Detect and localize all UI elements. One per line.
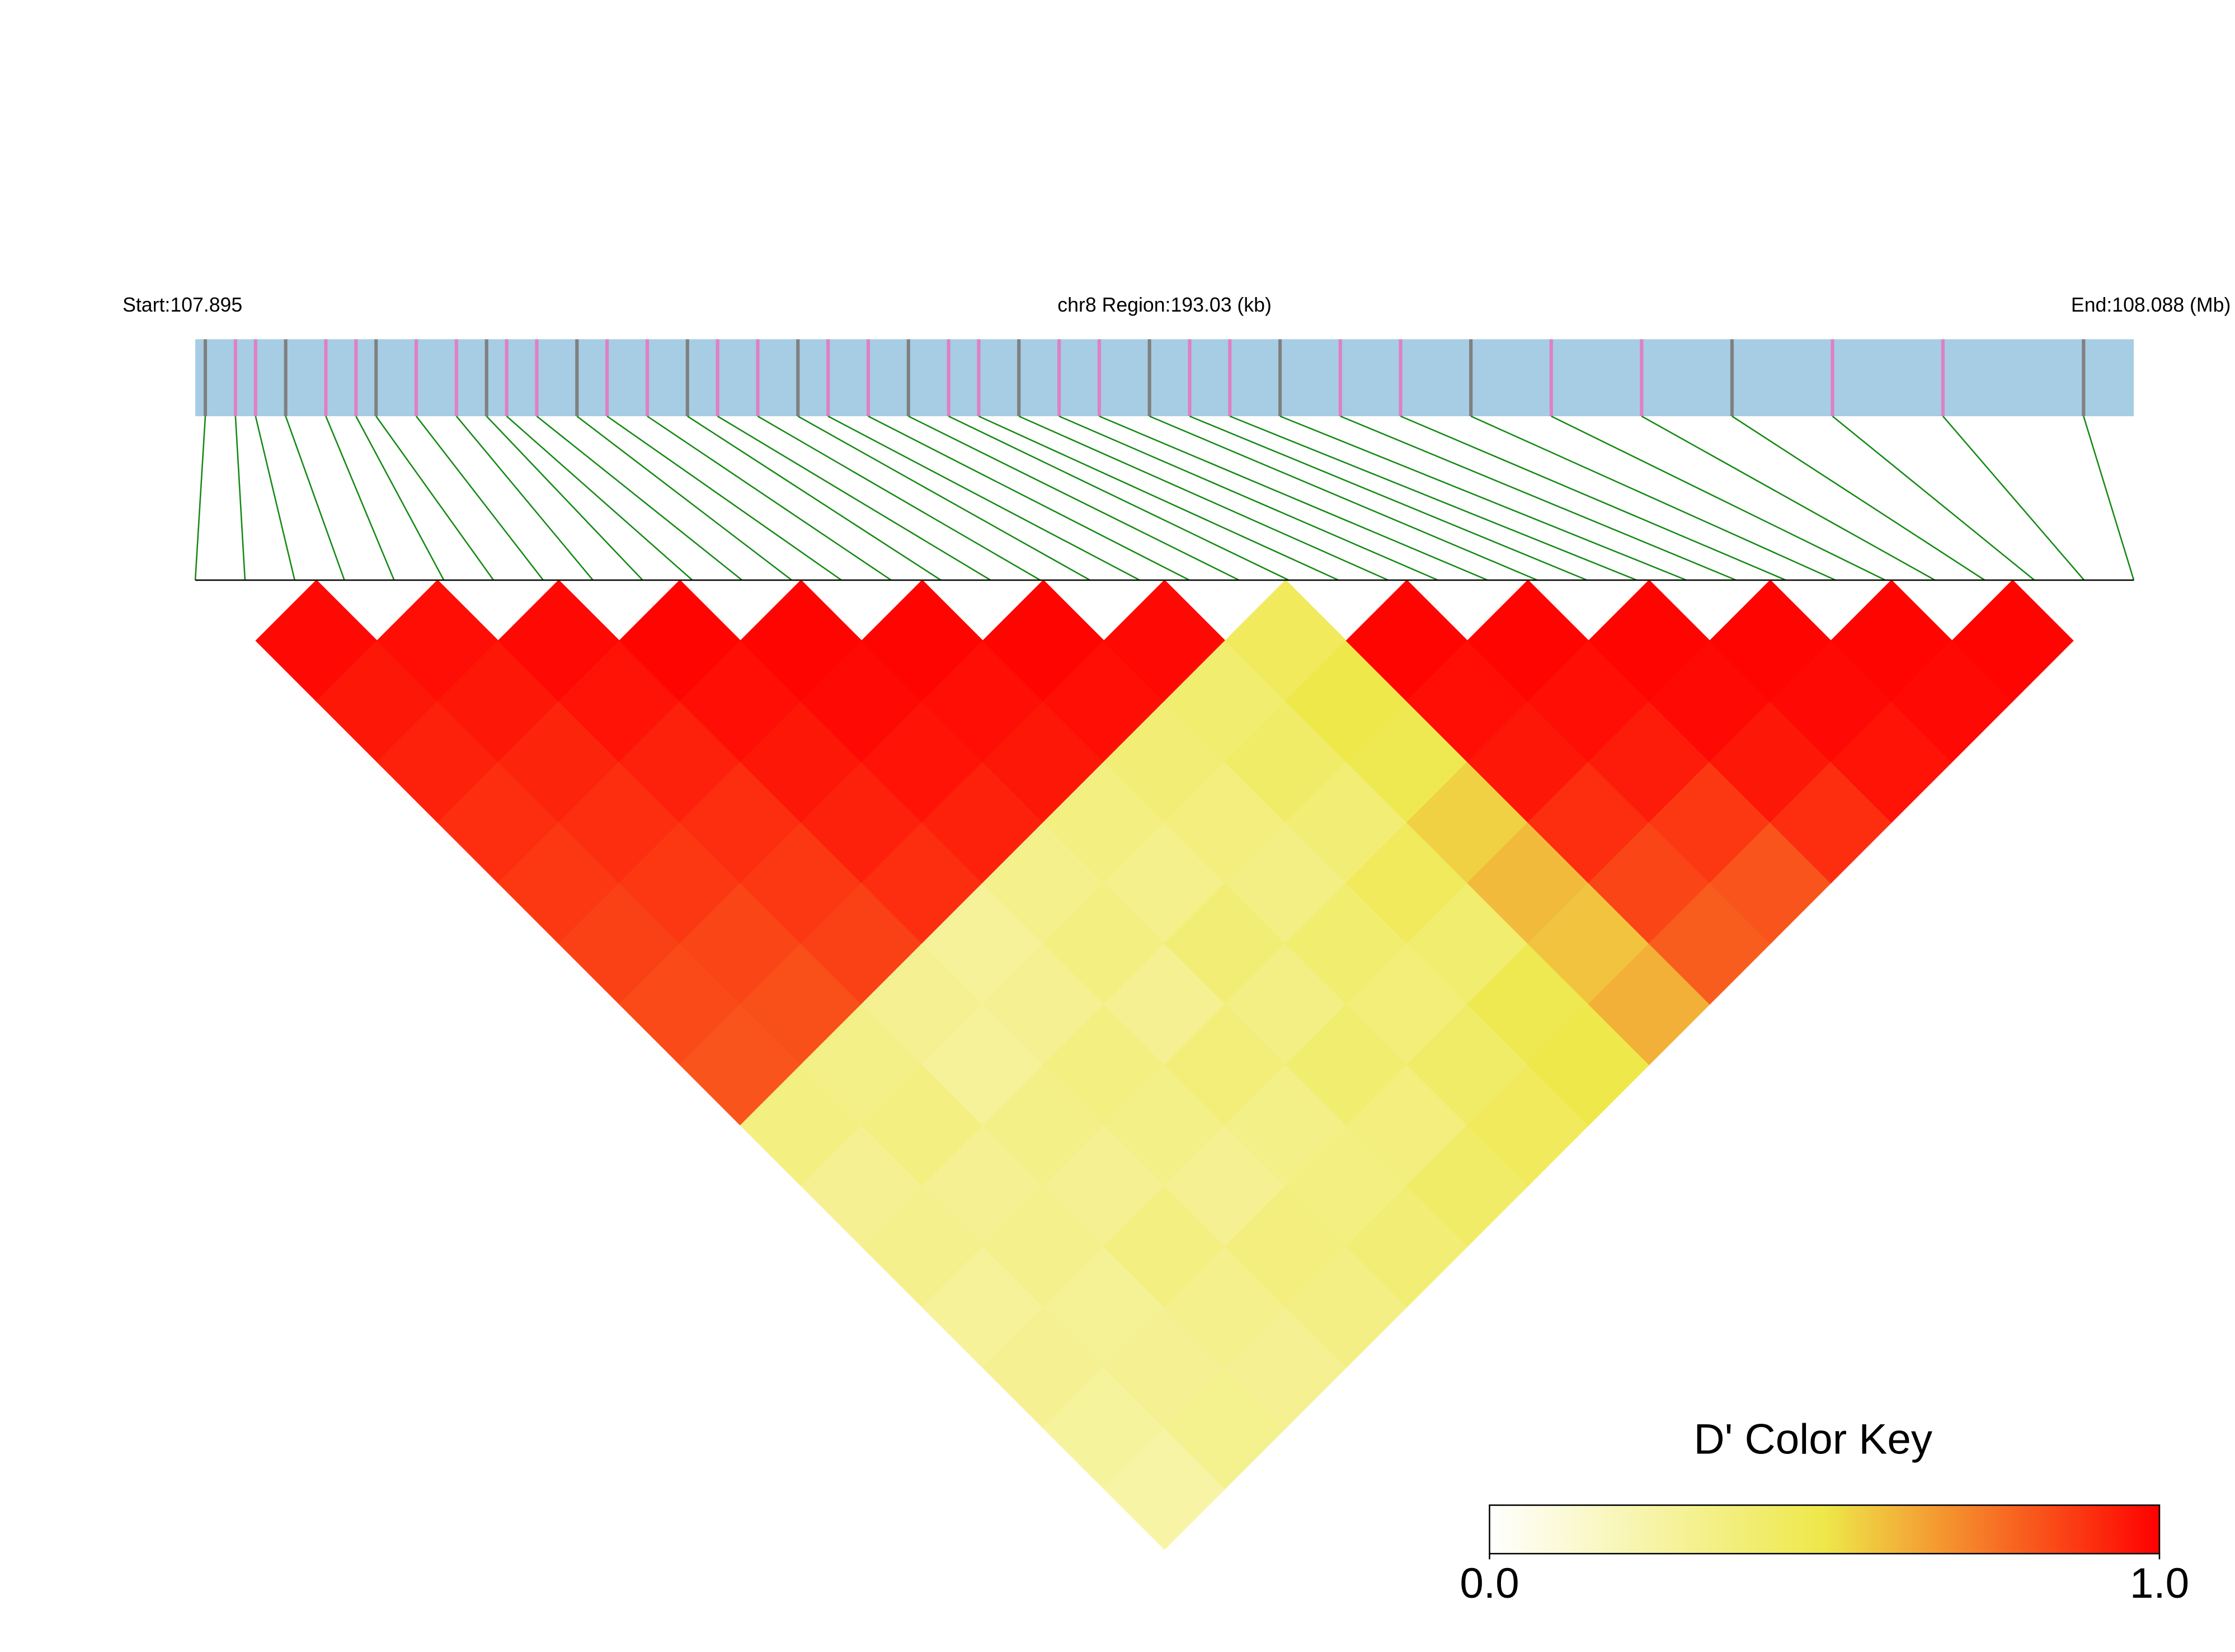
snp-connector	[255, 416, 295, 581]
snp-tick	[1228, 339, 1232, 416]
snp-connector	[717, 415, 991, 581]
snp-tick	[1469, 339, 1473, 416]
start-label: Start:107.895	[123, 294, 242, 316]
snp-connector	[416, 416, 544, 581]
snp-tick	[253, 339, 257, 416]
snp-tick	[977, 339, 981, 416]
colorkey-bar	[1489, 1504, 2161, 1555]
snp-connector	[1149, 415, 1538, 581]
snp-tick	[535, 339, 539, 416]
snp-tick	[716, 339, 719, 416]
snp-connector	[1018, 415, 1389, 581]
snp-connector	[355, 416, 445, 581]
snp-connector	[285, 416, 345, 581]
snp-tick	[284, 339, 288, 416]
snp-connector	[1099, 415, 1488, 581]
snp-tick	[454, 339, 458, 416]
snp-tick	[685, 339, 689, 416]
snp-connector	[1189, 415, 1588, 581]
snp-tick	[1097, 339, 1101, 416]
snp-tick	[324, 339, 328, 416]
snp-connector	[606, 415, 842, 581]
snp-connector	[1832, 416, 2035, 581]
snp-connector	[1942, 416, 2085, 581]
snp-tick	[1057, 339, 1061, 416]
snp-connector	[868, 415, 1190, 581]
snp-connector	[827, 415, 1140, 581]
snp-connector	[1058, 415, 1438, 581]
snp-tick	[756, 339, 760, 416]
snp-connector	[1340, 415, 1737, 581]
snp-tick	[1831, 339, 1834, 416]
snp-tick	[947, 339, 951, 416]
end-label: End:108.088 (Mb)	[2071, 294, 2231, 316]
snp-connector	[1229, 415, 1638, 581]
snp-tick	[374, 339, 378, 416]
snp-connector	[978, 415, 1339, 581]
snp-tick	[1941, 339, 1945, 416]
snp-tick	[1730, 339, 1734, 416]
snp-connector	[455, 416, 594, 581]
region-label: chr8 Region:193.03 (kb)	[1057, 294, 1272, 316]
snp-connector	[687, 415, 942, 581]
snp-tick	[233, 339, 237, 416]
snp-tick	[1399, 339, 1403, 416]
snp-tick	[575, 339, 579, 416]
snp-connector	[908, 415, 1240, 581]
snp-tick	[505, 339, 509, 416]
snp-connector	[375, 416, 495, 581]
snp-tick	[1549, 339, 1553, 416]
snp-tick	[354, 339, 358, 416]
snp-connector	[797, 415, 1090, 581]
snp-connector	[325, 416, 395, 581]
snp-tick	[1640, 339, 1644, 416]
snp-tick	[605, 339, 609, 416]
snp-connector	[194, 416, 206, 581]
snp-connector	[536, 416, 743, 581]
snp-connector	[576, 415, 792, 581]
snp-tick	[645, 339, 650, 416]
snp-connector	[234, 416, 246, 581]
snp-tick	[1278, 339, 1282, 416]
snp-connector	[486, 416, 643, 581]
snp-strip	[195, 339, 2134, 416]
colorkey-title: D' Color Key	[1694, 1416, 1933, 1463]
colorkey-tick-label: 0.0	[1460, 1560, 1519, 1607]
snp-tick	[2082, 339, 2086, 416]
snp-tick	[484, 339, 488, 416]
snp-connector	[1470, 415, 1836, 581]
snp-tick	[1188, 339, 1192, 416]
snp-connector	[1641, 415, 1936, 581]
snp-tick	[906, 339, 910, 416]
snp-tick	[1338, 339, 1342, 416]
ld-cell	[1951, 580, 2074, 702]
snp-tick	[1017, 339, 1021, 416]
snp-tick	[203, 339, 208, 416]
snp-connector	[1551, 415, 1886, 581]
snp-connector	[948, 415, 1290, 581]
snp-tick	[826, 339, 830, 416]
snp-connector	[1400, 415, 1786, 581]
snp-tick	[866, 339, 871, 416]
snp-connector	[757, 415, 1041, 581]
snp-tick	[796, 339, 800, 416]
snp-connector	[1279, 415, 1687, 581]
colorkey-tick-label: 1.0	[2130, 1560, 2189, 1607]
snp-tick	[1147, 339, 1151, 416]
snp-connector	[647, 415, 892, 581]
snp-connector	[2083, 416, 2135, 581]
snp-tick	[414, 339, 418, 416]
snp-connector	[506, 416, 693, 581]
snp-connector	[1731, 415, 1985, 581]
